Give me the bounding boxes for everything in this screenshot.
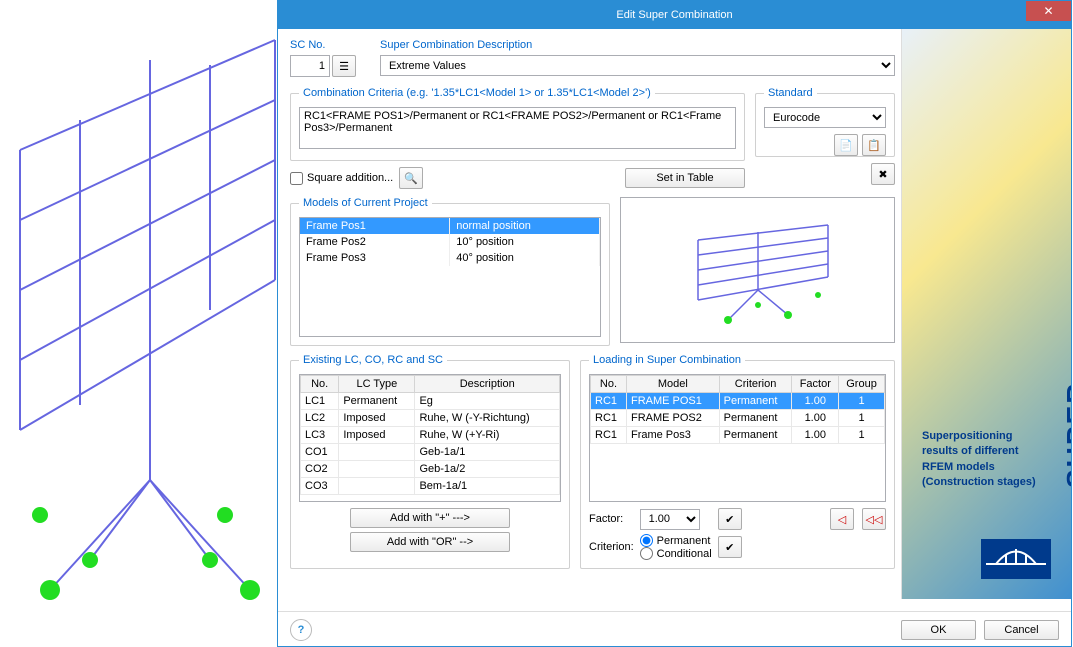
loading-group: Loading in Super Combination No.ModelCri… xyxy=(580,354,895,569)
table-row[interactable]: CO2Geb-1a/2 xyxy=(301,461,560,478)
criteria-label: Combination Criteria (e.g. '1.35*LC1<Mod… xyxy=(299,87,655,99)
sc-no-input[interactable] xyxy=(290,55,330,77)
loading-label: Loading in Super Combination xyxy=(589,354,745,366)
existing-grid[interactable]: No.LC TypeDescriptionLC1PermanentEgLC2Im… xyxy=(299,374,561,502)
remove-one-button[interactable]: ◁ xyxy=(830,508,854,530)
ok-button[interactable]: OK xyxy=(901,620,976,640)
models-label: Models of Current Project xyxy=(299,197,432,209)
table-row[interactable]: RC1FRAME POS2Permanent1.001 xyxy=(591,410,885,427)
cancel-button[interactable]: Cancel xyxy=(984,620,1059,640)
table-row[interactable]: RC1Frame Pos3Permanent1.001 xyxy=(591,427,885,444)
help-button[interactable]: ? xyxy=(290,619,312,641)
set-in-table-button[interactable]: Set in Table xyxy=(625,168,745,188)
existing-group: Existing LC, CO, RC and SC No.LC TypeDes… xyxy=(290,354,570,569)
branding-panel: SUPER-RC Superpositioning results of dif… xyxy=(901,29,1071,599)
square-addition-checkbox[interactable]: Square addition... xyxy=(290,172,393,185)
add-or-button[interactable]: Add with "OR" --> xyxy=(350,532,510,552)
criterion-conditional-radio[interactable]: Conditional xyxy=(640,547,712,560)
table-row[interactable]: LC1PermanentEg xyxy=(301,393,560,410)
product-name: SUPER-RC xyxy=(1061,329,1071,488)
standard-edit-button[interactable]: 📋 xyxy=(862,134,886,156)
table-row[interactable]: CO3Bem-1a/1 xyxy=(301,478,560,495)
model-preview xyxy=(620,197,895,343)
existing-label: Existing LC, CO, RC and SC xyxy=(299,354,447,366)
desc-label: Super Combination Description xyxy=(380,39,895,51)
add-plus-button[interactable]: Add with "+" ---> xyxy=(350,508,510,528)
remove-all-button[interactable]: ◁◁ xyxy=(862,508,886,530)
factor-apply-button[interactable]: ✔ xyxy=(718,508,742,530)
dialog-footer: ? OK Cancel xyxy=(278,611,1071,647)
criterion-apply-button[interactable]: ✔ xyxy=(718,536,742,558)
close-button[interactable]: ✕ xyxy=(1026,1,1071,21)
titlebar: Edit Super Combination ✕ xyxy=(278,1,1071,29)
models-listbox[interactable]: Frame Pos1normal positionFrame Pos210° p… xyxy=(299,217,601,337)
models-group: Models of Current Project Frame Pos1norm… xyxy=(290,197,610,346)
table-row[interactable]: CO1Geb-1a/1 xyxy=(301,444,560,461)
square-addition-settings-button[interactable]: 🔍 xyxy=(399,167,423,189)
desc-select[interactable]: Extreme Values xyxy=(380,55,895,76)
loading-grid[interactable]: No.ModelCriterionFactorGroupRC1FRAME POS… xyxy=(589,374,886,502)
table-row[interactable]: LC3ImposedRuhe, W (+Y-Ri) xyxy=(301,427,560,444)
product-blurb: Superpositioning results of different RF… xyxy=(922,429,1051,491)
table-row[interactable]: RC1FRAME POS1Permanent1.001 xyxy=(591,393,885,410)
criterion-label: Criterion: xyxy=(589,541,634,553)
standard-new-button[interactable]: 📄 xyxy=(834,134,858,156)
table-row[interactable]: LC2ImposedRuhe, W (-Y-Richtung) xyxy=(301,410,560,427)
factor-select[interactable]: 1.00 xyxy=(640,509,700,530)
sc-no-label: SC No. xyxy=(290,39,370,51)
standard-label: Standard xyxy=(764,87,817,99)
standard-select[interactable]: Eurocode xyxy=(764,107,886,128)
criteria-group: Combination Criteria (e.g. '1.35*LC1<Mod… xyxy=(290,87,745,161)
criteria-input[interactable]: RC1<FRAME POS1>/Permanent or RC1<FRAME P… xyxy=(299,107,736,149)
model-3d-view xyxy=(0,0,277,647)
edit-super-combination-dialog: Edit Super Combination ✕ SUPER-RC Superp… xyxy=(277,0,1072,647)
criterion-permanent-radio[interactable]: Permanent xyxy=(640,534,712,547)
factor-label: Factor: xyxy=(589,513,634,525)
standard-delete-button[interactable]: ✖ xyxy=(871,163,895,185)
list-item[interactable]: Frame Pos1normal position xyxy=(300,218,600,234)
standard-group: Standard Eurocode 📄 📋 xyxy=(755,87,895,157)
list-item[interactable]: Frame Pos210° position xyxy=(300,234,600,250)
dialog-title: Edit Super Combination xyxy=(616,9,732,21)
company-logo xyxy=(981,539,1051,579)
sc-no-picker-button[interactable]: ☰ xyxy=(332,55,356,77)
list-item[interactable]: Frame Pos340° position xyxy=(300,250,600,266)
